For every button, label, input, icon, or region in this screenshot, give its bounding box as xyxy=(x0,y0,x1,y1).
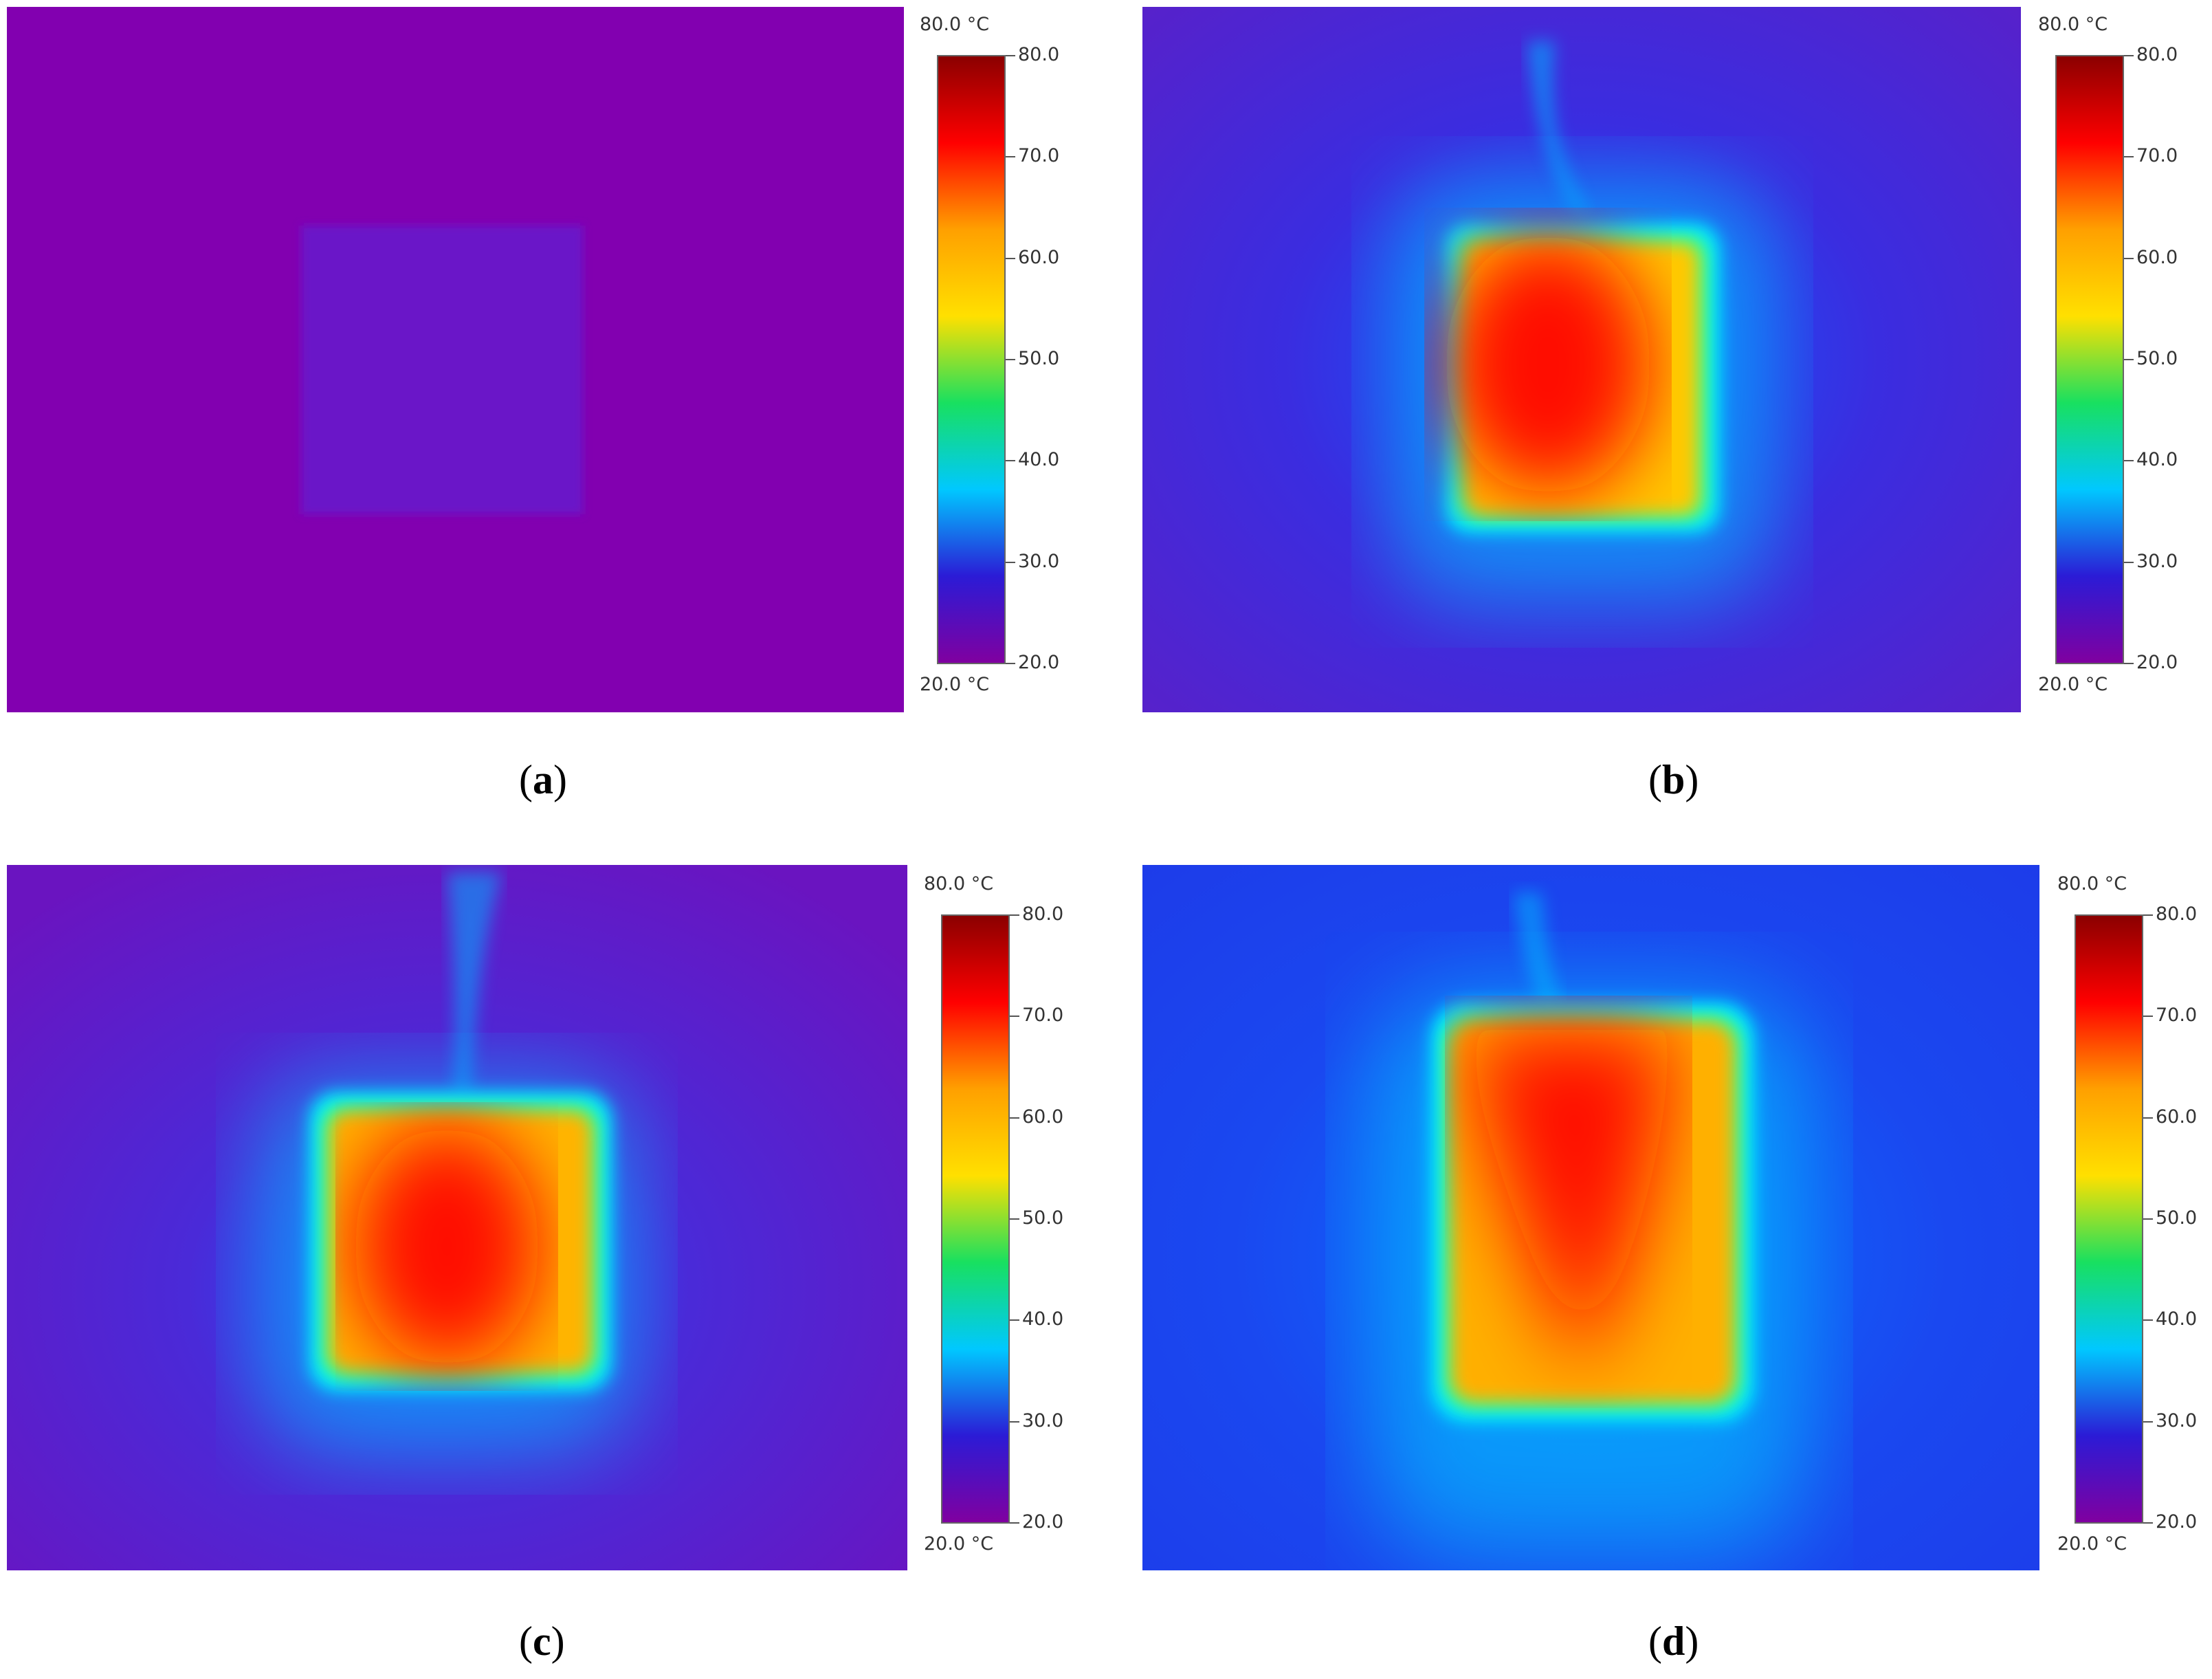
colorbar-tick-label: 20.0 xyxy=(2156,1511,2198,1533)
colorbar-tick-label: 60.0 xyxy=(2136,247,2178,268)
colorbar-tick xyxy=(2143,1421,2153,1423)
colorbar-tick xyxy=(1006,562,1015,563)
colorbar-tick-label: 20.0 xyxy=(2136,652,2178,673)
colorbar-a: 80.0 °C 20.0 °C 80.0 70.0 60.0 50.0 40.0 30.0… xyxy=(920,14,1059,695)
colorbar-tick xyxy=(2124,562,2134,563)
colorbar-tick-label: 20.0 xyxy=(1022,1511,1064,1533)
colorbar-tick-label: 30.0 xyxy=(1018,551,1060,572)
colorbar-tick-label: 80.0 xyxy=(2156,903,2198,925)
caption-b: (b) xyxy=(1648,757,1699,802)
caption-d: (d) xyxy=(1648,1618,1699,1664)
colorbar-gradient xyxy=(2055,55,2124,664)
colorbar-tick xyxy=(2124,460,2134,461)
colorbar-tick xyxy=(1006,663,1015,664)
colorbar-max-label: 80.0 °C xyxy=(2038,14,2108,35)
colorbar-tick-label: 20.0 xyxy=(1018,652,1060,673)
colorbar-tick xyxy=(2124,359,2134,360)
colorbar-c: 80.0 °C 20.0 °C 80.0 70.0 60.0 50.0 40.0 30.0… xyxy=(924,873,1063,1555)
colorbar-tick xyxy=(2124,663,2134,664)
colorbar-tick xyxy=(2143,1319,2153,1321)
caption-c: (c) xyxy=(519,1618,565,1664)
colorbar-tick xyxy=(1006,359,1015,360)
colorbar-tick xyxy=(1010,1016,1019,1017)
colorbar-gradient xyxy=(2075,914,2143,1524)
colorbar-max-label: 80.0 °C xyxy=(2057,873,2127,895)
caption-a: (a) xyxy=(519,757,567,802)
thermal-image-d xyxy=(1142,865,2039,1570)
colorbar-gradient xyxy=(941,914,1010,1524)
colorbar-tick-label: 60.0 xyxy=(2156,1106,2198,1128)
colorbar-min-label: 20.0 °C xyxy=(920,674,990,695)
colorbar-tick-label: 80.0 xyxy=(1018,44,1060,65)
thermal-image-c xyxy=(7,865,907,1570)
colorbar-min-label: 20.0 °C xyxy=(2038,674,2108,695)
colorbar-b: 80.0 °C 20.0 °C 80.0 70.0 60.0 50.0 40.0 30.0… xyxy=(2038,14,2178,695)
colorbar-tick xyxy=(1010,1319,1019,1321)
thermal-image-a xyxy=(7,7,904,712)
colorbar-tick xyxy=(1010,914,1019,916)
colorbar-tick xyxy=(1006,258,1015,259)
colorbar-tick xyxy=(1010,1117,1019,1119)
colorbar-tick xyxy=(1010,1218,1019,1220)
colorbar-tick xyxy=(1010,1421,1019,1423)
colorbar-min-label: 20.0 °C xyxy=(2057,1533,2127,1555)
colorbar-tick-label: 70.0 xyxy=(2156,1005,2198,1026)
thermal-image-b xyxy=(1142,7,2021,712)
colorbar-tick-label: 80.0 xyxy=(1022,903,1064,925)
colorbar-tick-label: 80.0 xyxy=(2136,44,2178,65)
colorbar-tick-label: 30.0 xyxy=(2156,1410,2198,1431)
colorbar-tick xyxy=(1006,55,1015,56)
colorbar-tick-label: 40.0 xyxy=(1018,449,1060,470)
colorbar-tick xyxy=(2124,258,2134,259)
colorbar-tick-label: 70.0 xyxy=(1018,145,1060,166)
colorbar-tick-label: 50.0 xyxy=(2136,348,2178,369)
colorbar-tick-label: 50.0 xyxy=(1018,348,1060,369)
colorbar-tick xyxy=(2124,55,2134,56)
colorbar-gradient xyxy=(937,55,1006,664)
colorbar-tick xyxy=(1006,156,1015,157)
colorbar-tick-label: 70.0 xyxy=(2136,145,2178,166)
colorbar-tick xyxy=(2143,1218,2153,1220)
colorbar-tick-label: 30.0 xyxy=(2136,551,2178,572)
colorbar-tick-label: 60.0 xyxy=(1018,247,1060,268)
colorbar-tick-label: 40.0 xyxy=(2136,449,2178,470)
colorbar-tick xyxy=(2143,914,2153,916)
colorbar-tick-label: 50.0 xyxy=(2156,1207,2198,1229)
colorbar-max-label: 80.0 °C xyxy=(920,14,990,35)
colorbar-tick xyxy=(2143,1522,2153,1524)
colorbar-max-label: 80.0 °C xyxy=(924,873,994,895)
colorbar-tick-label: 40.0 xyxy=(1022,1308,1064,1330)
colorbar-tick xyxy=(2124,156,2134,157)
colorbar-tick-label: 40.0 xyxy=(2156,1308,2198,1330)
colorbar-tick-label: 60.0 xyxy=(1022,1106,1064,1128)
colorbar-d: 80.0 °C 20.0 °C 80.0 70.0 60.0 50.0 40.0 30.0… xyxy=(2057,873,2197,1555)
colorbar-tick xyxy=(2143,1016,2153,1017)
colorbar-tick-label: 70.0 xyxy=(1022,1005,1064,1026)
colorbar-tick xyxy=(2143,1117,2153,1119)
colorbar-tick xyxy=(1010,1522,1019,1524)
colorbar-tick xyxy=(1006,460,1015,461)
colorbar-tick-label: 50.0 xyxy=(1022,1207,1064,1229)
colorbar-tick-label: 30.0 xyxy=(1022,1410,1064,1431)
colorbar-min-label: 20.0 °C xyxy=(924,1533,994,1555)
